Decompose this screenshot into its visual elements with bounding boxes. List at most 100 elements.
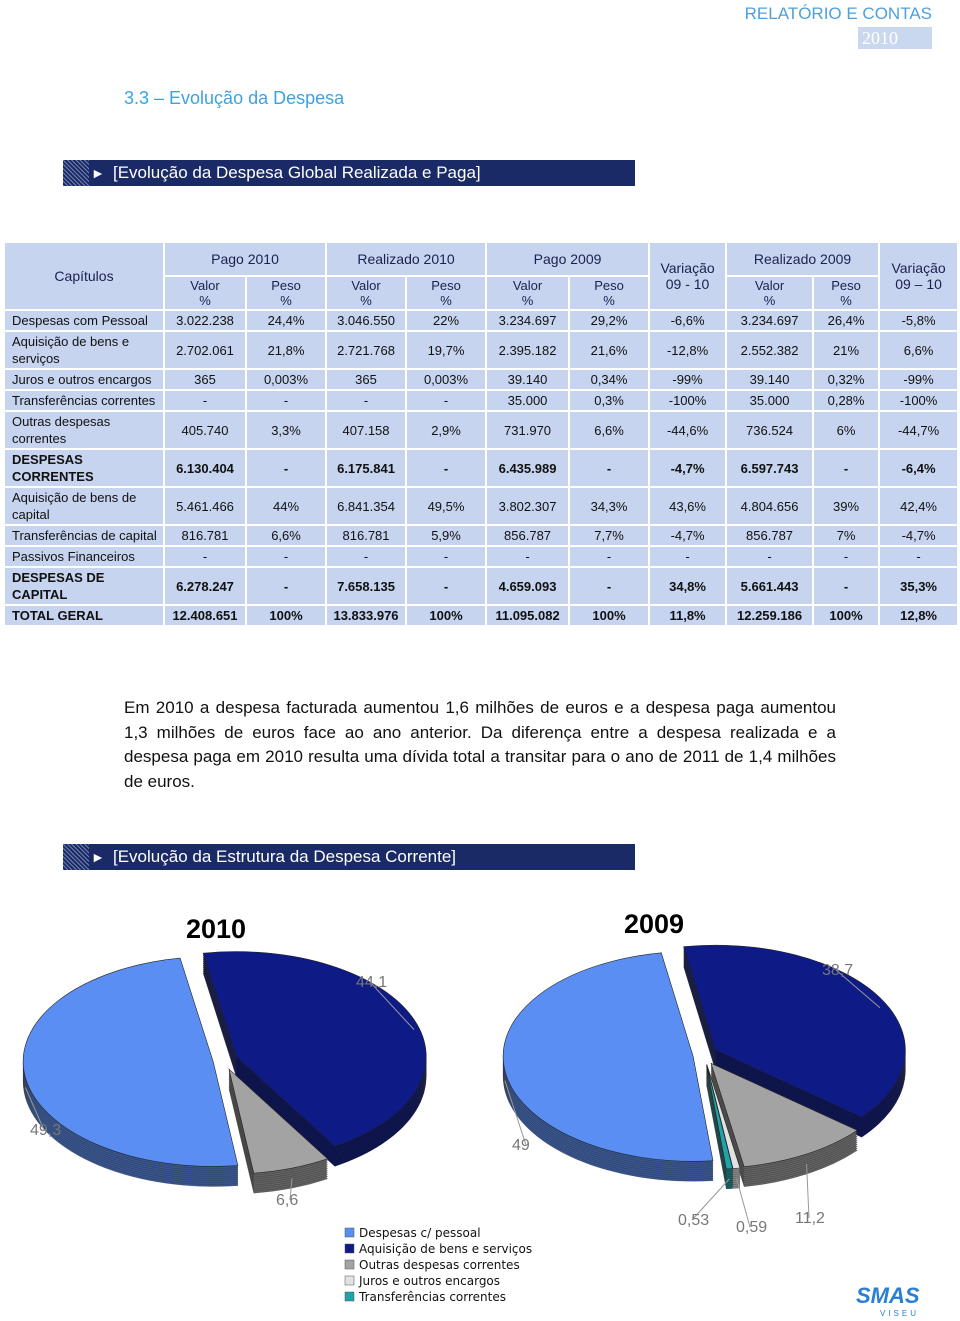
cell: 39% [812, 486, 881, 526]
sub-header-bottom: % [199, 293, 211, 308]
row-label: Despesas com Pessoal [3, 309, 165, 332]
legend-box [338, 1222, 513, 1308]
pie-slice [706, 1064, 733, 1170]
cell: 43,6% [648, 486, 728, 526]
cell: -6,6% [648, 309, 728, 332]
legend-swatch [344, 1227, 355, 1238]
cell: 24,4% [244, 309, 328, 332]
cell: 6.175.841 [325, 448, 408, 488]
table-row: Transferências correntes - - - -35.000 0,3% -1… [3, 389, 960, 412]
group-header: Pago 2009 [485, 241, 651, 277]
cell: -6,4% [878, 448, 960, 488]
leader-line [835, 969, 881, 1009]
cell: 3.022.238 [163, 309, 247, 332]
sub-header-top: Valor [754, 278, 785, 293]
cell: 22% [405, 309, 488, 332]
cell: 21% [812, 330, 881, 370]
cell: - [485, 545, 571, 568]
sub-header-bottom: % [763, 293, 776, 308]
cell: 44% [244, 486, 328, 526]
cell: 6,6% [568, 410, 651, 450]
cell: -44,7% [878, 410, 960, 450]
legend-swatch [344, 1275, 355, 1286]
row-label: Transferências de capital [3, 524, 165, 547]
cell: - [812, 566, 881, 606]
cell: - [405, 448, 488, 488]
cell: 856.787 [485, 524, 571, 547]
cell: 7% [812, 524, 881, 547]
cell: 19,7% [405, 330, 488, 370]
legend-swatch [344, 1259, 355, 1270]
value-label: 38,7 [822, 962, 853, 979]
cell: 100% [812, 604, 881, 627]
cell: 0,3% [568, 389, 651, 412]
cell: 21,8% [244, 330, 328, 370]
legend-label: Transferências correntes [358, 1290, 506, 1304]
cell: 7.658.135 [325, 566, 408, 606]
cell: 11.095.082 [485, 604, 571, 627]
cell: 39.140 [485, 368, 571, 391]
row-label: DESPESAS DE CAPITAL [3, 566, 165, 606]
table-row: Aquisição de bens de capital 5.461.466 44%… [3, 486, 960, 526]
cell: -4,7% [648, 448, 728, 488]
cell: 26,4% [812, 309, 881, 332]
legend-swatch [344, 1243, 355, 1254]
sub-header-bottom: % [280, 293, 292, 308]
header-year: 2010 [858, 27, 932, 49]
cell: -99% [878, 368, 960, 391]
section-title: 3.3 – Evolução da Despesa [124, 88, 345, 108]
legend-label: Despesas c/ pessoal [359, 1226, 481, 1240]
pie-slice [23, 957, 239, 1167]
cell: 5.661.443 [725, 566, 815, 606]
sub-header: Peso% [568, 275, 651, 311]
cell: 39.140 [725, 368, 815, 391]
row-label: DESPESAS CORRENTES [3, 448, 165, 488]
cell: - [163, 545, 247, 568]
cell: - [568, 545, 651, 568]
cell: -100% [878, 389, 960, 412]
sub-header-bottom: % [840, 293, 852, 308]
cell: 0,003% [405, 368, 488, 391]
header-title: RELATÓRIO E CONTAS [744, 4, 932, 23]
table-row: Passivos Financeiros - - - - - - - - - - [3, 545, 960, 568]
pie-slice [228, 1068, 329, 1174]
leader-line [289, 1178, 293, 1201]
cell: 34,8% [648, 566, 728, 606]
cell: 0,34% [568, 368, 651, 391]
chart-title: 2009 [624, 909, 684, 939]
table-row: TOTAL GERAL 12.408.651 100% 13.833.976 100% 1… [3, 604, 960, 627]
cell: 0,32% [812, 368, 881, 391]
cell: 11,8% [648, 604, 728, 627]
sub-header: Valor% [325, 275, 408, 311]
leader-line [736, 1178, 751, 1228]
cell: 100% [405, 604, 488, 627]
pie-slice [502, 952, 714, 1162]
cell: 35.000 [725, 389, 815, 412]
cell: 365 [163, 368, 247, 391]
cell: 816.781 [163, 524, 247, 547]
cell: 2.702.061 [163, 330, 247, 370]
table-row: Juros e outros encargos 365 0,003% 365 0,003… [3, 368, 960, 391]
cell: 365 [325, 368, 408, 391]
sub-header-bottom: % [603, 293, 615, 308]
group-header: Realizado 2010 [325, 241, 488, 277]
cell: 42,4% [878, 486, 960, 526]
cell: - [405, 545, 488, 568]
sub-header-bottom: % [521, 293, 534, 308]
cell: 6,6% [244, 524, 328, 547]
value-label: 0,59 [736, 1219, 767, 1236]
cell: - [568, 566, 651, 606]
cell: 5,9% [405, 524, 488, 547]
cell: 405.740 [163, 410, 247, 450]
cell: 736.524 [725, 410, 815, 450]
cell: 4.659.093 [485, 566, 571, 606]
row-label: Passivos Financeiros [3, 545, 165, 568]
banner: ► [Evolução da Despesa Global Realizada e… [63, 160, 635, 186]
cell: - [325, 545, 408, 568]
cell: -4,7% [878, 524, 960, 547]
cell: 12.259.186 [725, 604, 815, 627]
cell: 856.787 [725, 524, 815, 547]
cell: - [244, 566, 328, 606]
table-row: DESPESAS DE CAPITAL 6.278.247-7.658.135-4… [3, 566, 960, 606]
